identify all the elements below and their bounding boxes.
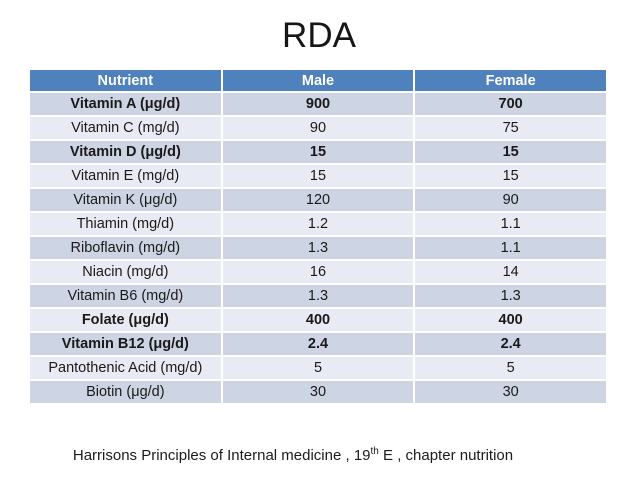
cell-female: 700 (413, 91, 608, 117)
cell-female: 400 (413, 307, 608, 333)
cell-male: 2.4 (220, 331, 416, 357)
cell-male: 15 (220, 163, 416, 189)
table-row: Vitamin K (μg/d) 120 90 (28, 187, 608, 213)
cell-nutrient: Vitamin B6 (mg/d) (28, 283, 223, 309)
cell-nutrient: Vitamin K (μg/d) (28, 187, 223, 213)
table-row: Thiamin (mg/d) 1.2 1.1 (28, 211, 608, 237)
cell-male: 15 (220, 139, 416, 165)
cell-female: 1.3 (413, 283, 608, 309)
table-row: Pantothenic Acid (mg/d) 5 5 (28, 355, 608, 381)
table-row: Vitamin B12 (μg/d) 2.4 2.4 (28, 331, 608, 357)
cell-male: 1.2 (220, 211, 416, 237)
cell-male: 1.3 (220, 235, 416, 261)
cell-male: 1.3 (220, 283, 416, 309)
cell-male: 16 (220, 259, 416, 285)
source-citation: Harrisons Principles of Internal medicin… (0, 446, 612, 465)
cell-nutrient: Vitamin B12 (μg/d) (28, 331, 223, 357)
cell-female: 75 (413, 115, 608, 141)
cell-female: 15 (413, 139, 608, 165)
table-row: Folate (μg/d) 400 400 (28, 307, 608, 333)
column-header-male: Male (220, 68, 416, 93)
cell-female: 5 (413, 355, 608, 381)
column-header-nutrient: Nutrient (28, 68, 223, 93)
table-header: Nutrient Male Female (28, 68, 608, 93)
rda-table: Nutrient Male Female Vitamin A (μg/d) 900… (28, 68, 608, 405)
cell-male: 120 (220, 187, 416, 213)
citation-superscript: th (370, 446, 379, 457)
table-header-row: Nutrient Male Female (28, 68, 608, 93)
cell-nutrient: Thiamin (mg/d) (28, 211, 223, 237)
table-row: Vitamin A (μg/d) 900 700 (28, 91, 608, 117)
cell-female: 1.1 (413, 235, 608, 261)
cell-female: 14 (413, 259, 608, 285)
cell-male: 90 (220, 115, 416, 141)
table-row: Vitamin B6 (mg/d) 1.3 1.3 (28, 283, 608, 309)
table-row: Biotin (μg/d) 30 30 (28, 379, 608, 405)
cell-nutrient: Vitamin D (μg/d) (28, 139, 223, 165)
cell-female: 2.4 (413, 331, 608, 357)
table-row: Vitamin E (mg/d) 15 15 (28, 163, 608, 189)
cell-nutrient: Niacin (mg/d) (28, 259, 223, 285)
cell-female: 15 (413, 163, 608, 189)
cell-female: 90 (413, 187, 608, 213)
column-header-female: Female (413, 68, 608, 93)
cell-nutrient: Riboflavin (mg/d) (28, 235, 223, 261)
cell-female: 30 (413, 379, 608, 405)
cell-nutrient: Vitamin A (μg/d) (28, 91, 223, 117)
cell-male: 5 (220, 355, 416, 381)
citation-text-before: Harrisons Principles of Internal medicin… (72, 447, 371, 464)
cell-nutrient: Vitamin E (mg/d) (28, 163, 223, 189)
cell-nutrient: Vitamin C (mg/d) (28, 115, 223, 141)
page-title: RDA (282, 16, 356, 55)
cell-nutrient: Biotin (μg/d) (28, 379, 223, 405)
table-row: Vitamin D (μg/d) 15 15 (28, 139, 608, 165)
cell-nutrient: Folate (μg/d) (28, 307, 223, 333)
cell-male: 900 (220, 91, 416, 117)
table-row: Niacin (mg/d) 16 14 (28, 259, 608, 285)
citation-text-after: E , chapter nutrition (378, 447, 514, 464)
cell-male: 30 (220, 379, 416, 405)
table-body: Vitamin A (μg/d) 900 700 Vitamin C (mg/d) 90… (28, 91, 608, 405)
table-row: Riboflavin (mg/d) 1.3 1.1 (28, 235, 608, 261)
cell-nutrient: Pantothenic Acid (mg/d) (28, 355, 223, 381)
cell-female: 1.1 (413, 211, 608, 237)
table-row: Vitamin C (mg/d) 90 75 (28, 115, 608, 141)
cell-male: 400 (220, 307, 416, 333)
